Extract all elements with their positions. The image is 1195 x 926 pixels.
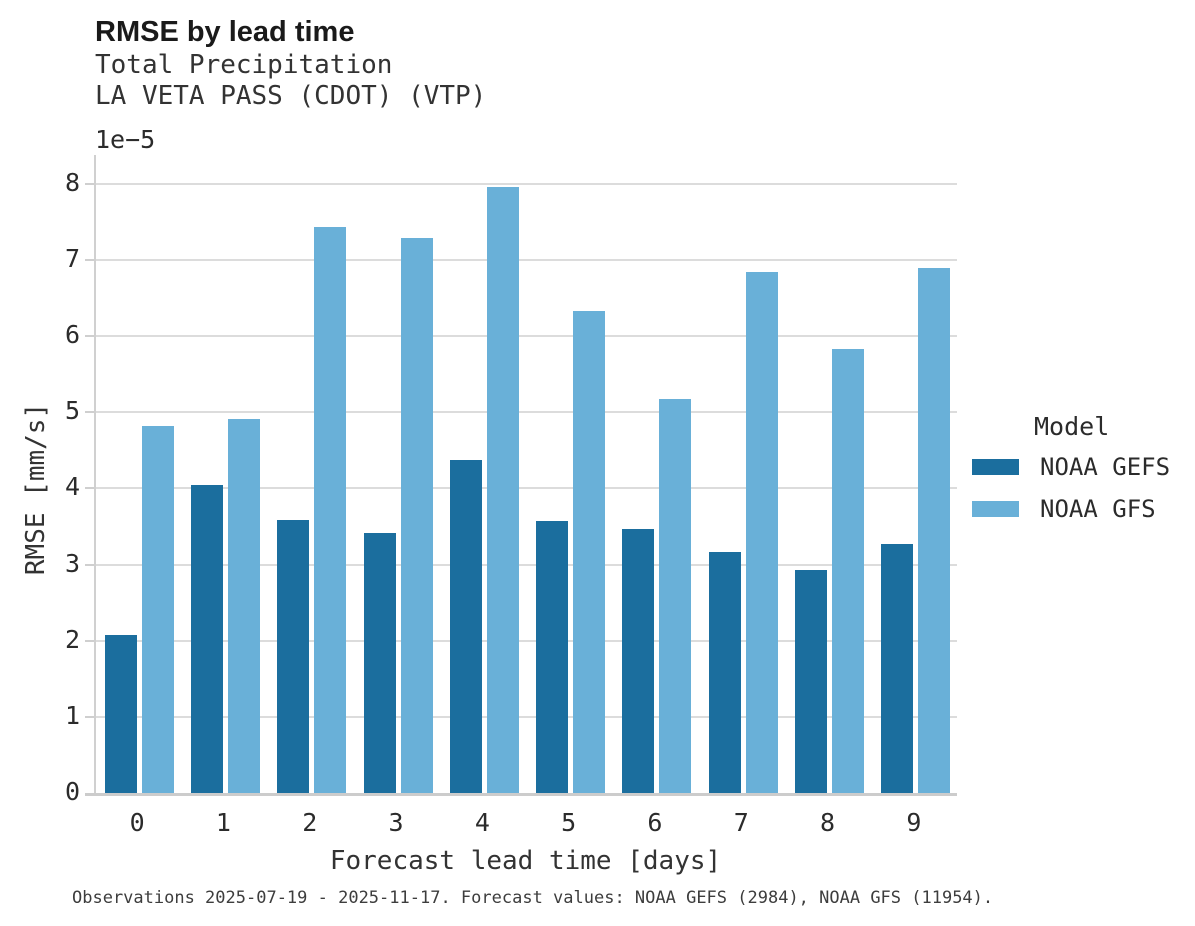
chart-subtitle-variable: Total Precipitation	[95, 50, 393, 80]
y-tick-label-7: 7	[64, 244, 80, 274]
legend-title: Model	[1034, 412, 1110, 441]
gridline-y-1	[96, 715, 957, 718]
bar-noaa-gfs-lead-4	[486, 186, 519, 793]
x-tick-label-2: 2	[302, 808, 318, 837]
bar-noaa-gfs-lead-7	[745, 271, 778, 793]
footnote-caption: Observations 2025-07-19 - 2025-11-17. Fo…	[72, 888, 994, 908]
legend-label-1: NOAA GFS	[1040, 495, 1156, 523]
gridline-y-2	[96, 639, 957, 642]
x-tick-label-4: 4	[474, 808, 490, 837]
bar-noaa-gefs-lead-2	[277, 519, 310, 793]
bar-noaa-gefs-lead-8	[795, 569, 828, 793]
x-tick-label-1: 1	[215, 808, 231, 837]
bar-noaa-gfs-lead-8	[832, 349, 865, 793]
bar-noaa-gfs-lead-5	[573, 311, 606, 793]
bar-noaa-gefs-lead-0	[104, 635, 137, 793]
y-tick-mark-6	[85, 335, 94, 338]
gridline-y-8	[96, 182, 957, 185]
y-tick-mark-8	[85, 182, 94, 185]
y-tick-label-5: 5	[64, 396, 80, 426]
y-axis-scale-offset: 1e−5	[95, 125, 156, 154]
y-tick-label-6: 6	[64, 320, 80, 350]
y-tick-label-8: 8	[64, 167, 80, 197]
x-tick-label-9: 9	[906, 808, 922, 837]
bar-noaa-gfs-lead-1	[227, 419, 260, 793]
legend-item-noaa-gfs: NOAA GFS	[972, 495, 1192, 523]
x-tick-label-5: 5	[561, 808, 577, 837]
bar-noaa-gfs-lead-2	[314, 227, 347, 793]
x-axis-spine	[85, 793, 957, 796]
legend-label-0: NOAA GEFS	[1040, 453, 1171, 481]
legend-swatch-1	[972, 501, 1019, 517]
y-tick-label-4: 4	[64, 472, 80, 502]
y-tick-mark-2	[85, 639, 94, 642]
plot-area	[85, 155, 957, 796]
legend-swatch-0	[972, 459, 1019, 475]
bar-noaa-gfs-lead-0	[141, 426, 174, 793]
y-tick-mark-1	[85, 715, 94, 718]
chart-title: RMSE by lead time	[95, 16, 355, 48]
y-tick-label-2: 2	[64, 624, 80, 654]
chart-subtitle-station: LA VETA PASS (CDOT) (VTP)	[95, 81, 487, 111]
gridline-y-7	[96, 259, 957, 262]
x-tick-label-0: 0	[129, 808, 145, 837]
gridline-y-4	[96, 487, 957, 490]
legend-items: NOAA GEFS NOAA GFS	[972, 453, 1192, 523]
y-tick-label-3: 3	[64, 548, 80, 578]
bar-noaa-gefs-lead-4	[449, 459, 482, 793]
x-tick-label-3: 3	[388, 808, 404, 837]
bar-noaa-gfs-lead-6	[659, 399, 692, 793]
bar-noaa-gfs-lead-9	[918, 267, 951, 793]
bar-noaa-gefs-lead-9	[881, 544, 914, 793]
y-tick-mark-7	[85, 259, 94, 262]
x-tick-label-8: 8	[820, 808, 836, 837]
gridline-y-3	[96, 563, 957, 566]
bar-noaa-gfs-lead-3	[400, 238, 433, 793]
bar-noaa-gefs-lead-6	[622, 528, 655, 793]
bar-noaa-gefs-lead-1	[190, 485, 223, 793]
y-tick-mark-3	[85, 563, 94, 566]
x-tick-label-6: 6	[647, 808, 663, 837]
y-tick-label-1: 1	[64, 700, 80, 730]
x-axis-label: Forecast lead time [days]	[329, 846, 722, 876]
gridline-y-6	[96, 335, 957, 338]
y-tick-label-0: 0	[64, 777, 80, 806]
x-tick-label-7: 7	[733, 808, 749, 837]
bar-noaa-gefs-lead-3	[363, 532, 396, 793]
legend: Model NOAA GEFS NOAA GFS	[972, 412, 1192, 537]
legend-item-noaa-gefs: NOAA GEFS	[972, 453, 1192, 481]
bar-noaa-gefs-lead-5	[536, 521, 569, 793]
y-tick-mark-5	[85, 411, 94, 414]
bar-noaa-gefs-lead-7	[708, 551, 741, 793]
gridline-y-5	[96, 411, 957, 414]
y-tick-mark-4	[85, 487, 94, 490]
